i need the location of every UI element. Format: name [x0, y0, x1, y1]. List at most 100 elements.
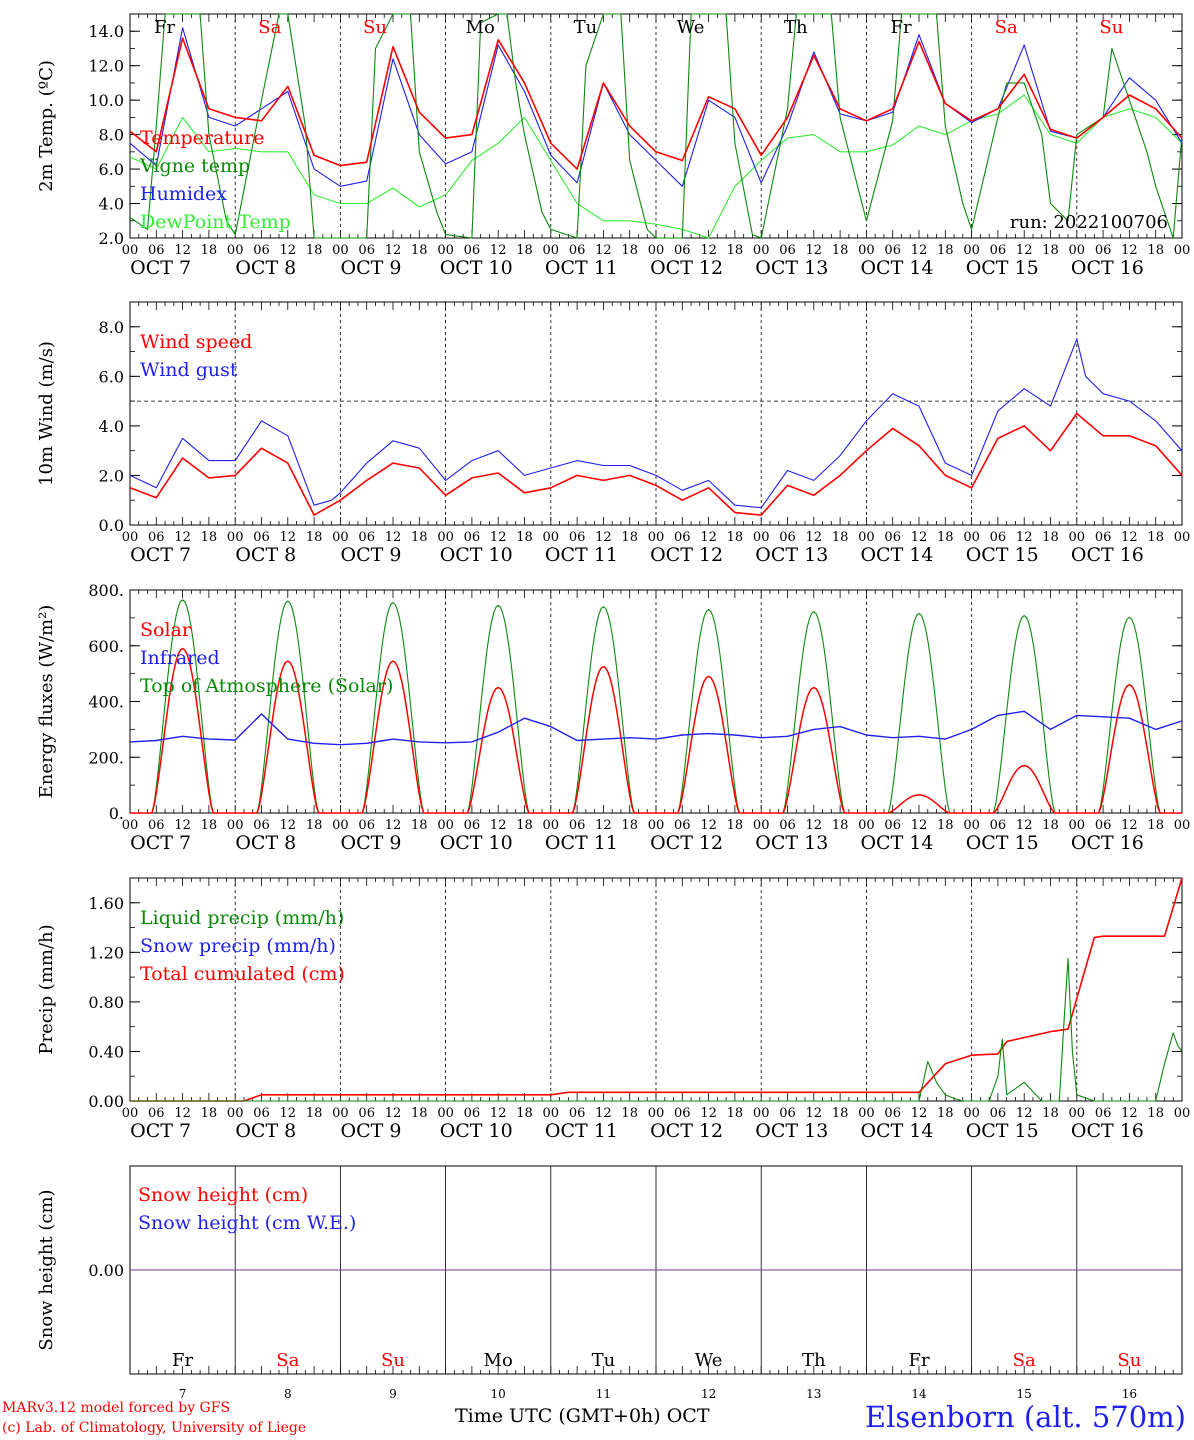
solar-line: [1076, 684, 1182, 814]
y-tick-label: 2.0: [99, 229, 124, 248]
hour-tick-label: 00: [437, 818, 454, 833]
hour-tick-label: 00: [437, 243, 454, 258]
hour-tick-label: 12: [911, 818, 928, 833]
date-tick-label: OCT 16: [1071, 257, 1144, 279]
hour-tick-label: 00: [332, 243, 349, 258]
series-darkgreen-line: [129, 13, 1183, 239]
hour-tick-label: 18: [937, 243, 954, 258]
hour-tick-label: 00: [1174, 1106, 1191, 1121]
hour-tick-label: 00: [963, 243, 980, 258]
hour-tick-label: 12: [490, 530, 507, 545]
date-tick-label: OCT 10: [440, 1120, 513, 1142]
hour-tick-label: 18: [832, 818, 849, 833]
day-number: 9: [389, 1387, 397, 1400]
hour-tick-label: 00: [332, 818, 349, 833]
y-tick-label: 800.: [88, 581, 124, 600]
date-tick-label: OCT 14: [860, 832, 933, 854]
hour-tick-label: 18: [621, 243, 638, 258]
hour-tick-label: 18: [411, 1106, 428, 1121]
hour-tick-label: 06: [464, 1106, 481, 1121]
day-name: Th: [784, 17, 808, 38]
hour-tick-label: 12: [280, 818, 297, 833]
legend-entry: Snow precip (mm/h): [140, 935, 336, 957]
hour-tick-label: 00: [543, 243, 560, 258]
solar-line: [971, 764, 1077, 814]
hour-tick-label: 12: [174, 818, 191, 833]
hour-tick-label: 12: [1016, 818, 1033, 833]
day-name: Fr: [890, 17, 911, 38]
hour-tick-label: 06: [779, 818, 796, 833]
y-tick-label: 10.0: [88, 91, 124, 110]
solar-line: [761, 686, 867, 814]
date-tick-label: OCT 9: [341, 1120, 402, 1142]
hour-tick-label: 06: [569, 530, 586, 545]
y-tick-label: 0.00: [88, 1261, 124, 1280]
hour-tick-label: 00: [543, 530, 560, 545]
y-axis-label: 10m Wind (m/s): [36, 341, 57, 486]
hour-tick-label: 18: [1042, 530, 1059, 545]
hour-tick-label: 18: [727, 1106, 744, 1121]
hour-tick-label: 06: [990, 1106, 1007, 1121]
legend-entry: Snow height (cm): [138, 1184, 308, 1206]
day-name: We: [695, 1350, 723, 1371]
hour-tick-label: 06: [148, 1106, 165, 1121]
hour-tick-label: 18: [516, 530, 533, 545]
hour-tick-label: 18: [306, 530, 323, 545]
hour-tick-label: 06: [569, 243, 586, 258]
y-tick-label: 6.0: [99, 160, 124, 179]
hour-tick-label: 12: [595, 243, 612, 258]
y-tick-label: 0.00: [88, 1092, 124, 1111]
day-name: Su: [381, 1350, 405, 1371]
date-tick-label: OCT 8: [235, 832, 296, 854]
hour-tick-label: 06: [674, 1106, 691, 1121]
hour-tick-label: 06: [148, 530, 165, 545]
hour-tick-label: 12: [1121, 818, 1138, 833]
hour-tick-label: 12: [385, 1106, 402, 1121]
x-axis-title: Time UTC (GMT+0h) OCT: [455, 1405, 710, 1427]
hour-tick-label: 00: [1069, 1106, 1086, 1121]
date-tick-label: OCT 11: [545, 832, 618, 854]
date-tick-label: OCT 15: [966, 1120, 1039, 1142]
day-name: Su: [1117, 1350, 1141, 1371]
hour-tick-label: 06: [674, 818, 691, 833]
hour-tick-label: 06: [1095, 1106, 1112, 1121]
day-name: Mo: [484, 1350, 513, 1371]
hour-tick-label: 18: [727, 818, 744, 833]
hour-tick-label: 18: [937, 1106, 954, 1121]
hour-tick-label: 06: [990, 243, 1007, 258]
day-name: Mo: [466, 17, 495, 38]
lab-credit: (c) Lab. of Climatology, University of L…: [2, 1420, 307, 1436]
hour-tick-label: 18: [1147, 243, 1164, 258]
hour-tick-label: 12: [1016, 530, 1033, 545]
day-number: 12: [701, 1387, 716, 1400]
day-name: Su: [363, 17, 387, 38]
hour-tick-label: 00: [1069, 243, 1086, 258]
solar-line: [656, 675, 762, 814]
series-red-line: [129, 37, 1183, 170]
day-name: Tu: [592, 1350, 616, 1371]
hour-tick-label: 12: [490, 1106, 507, 1121]
day-name: Sa: [1013, 1350, 1036, 1371]
hour-tick-label: 18: [937, 818, 954, 833]
hour-tick-label: 06: [884, 1106, 901, 1121]
hour-tick-label: 06: [253, 243, 270, 258]
toa-solar-line: [656, 608, 762, 814]
hour-tick-label: 00: [227, 530, 244, 545]
day-name: Fr: [154, 17, 175, 38]
y-tick-label: 4.0: [99, 195, 124, 214]
hour-tick-label: 12: [700, 1106, 717, 1121]
date-tick-label: OCT 15: [966, 257, 1039, 279]
hour-tick-label: 12: [911, 1106, 928, 1121]
hour-tick-label: 18: [1147, 818, 1164, 833]
hour-tick-label: 12: [911, 530, 928, 545]
hour-tick-label: 18: [411, 530, 428, 545]
toa-solar-line: [866, 612, 972, 814]
hour-tick-label: 12: [595, 530, 612, 545]
y-tick-label: 200.: [88, 748, 124, 767]
hour-tick-label: 06: [674, 243, 691, 258]
hour-tick-label: 06: [569, 1106, 586, 1121]
hour-tick-label: 12: [700, 243, 717, 258]
hour-tick-label: 12: [700, 818, 717, 833]
plot-frame: [129, 13, 1183, 239]
date-tick-label: OCT 12: [650, 1120, 723, 1142]
